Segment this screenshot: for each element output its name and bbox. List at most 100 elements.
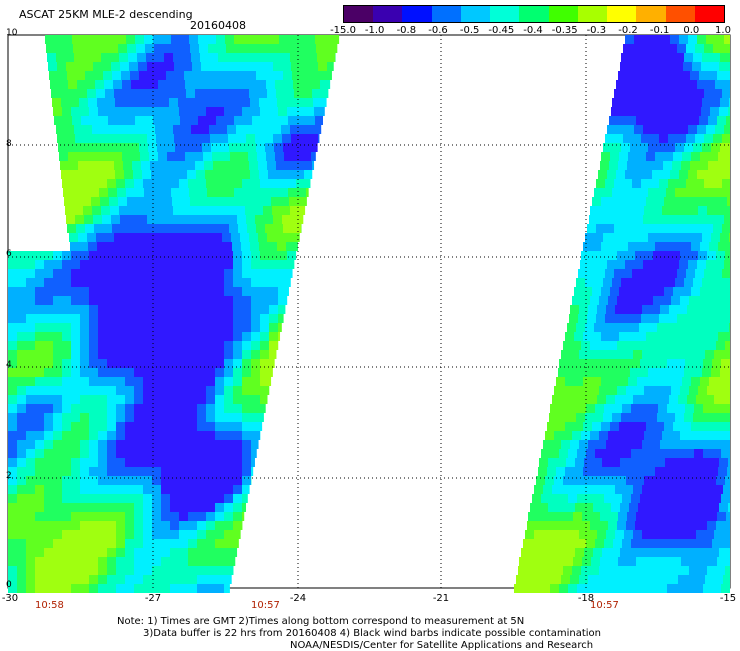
swath-cell <box>35 278 44 287</box>
swath-cell <box>44 278 53 287</box>
swath-cell <box>629 503 638 512</box>
swath-cell <box>159 161 168 170</box>
swath-cell <box>138 62 147 71</box>
swath-cell <box>215 494 224 503</box>
swath-cell <box>606 395 615 404</box>
swath-cell <box>118 44 127 53</box>
swath-cell <box>8 458 17 467</box>
swath-cell <box>728 107 730 116</box>
swath-cell <box>35 296 44 305</box>
swath-cell <box>17 287 26 296</box>
swath-cell <box>714 530 723 539</box>
swath-cell <box>133 242 142 251</box>
swath-cell <box>627 71 636 80</box>
swath-cell <box>579 575 588 584</box>
swath-cell <box>71 413 80 422</box>
swath-cell <box>697 80 706 89</box>
swath-cell <box>233 521 242 530</box>
swath-cell <box>597 485 606 494</box>
swath-cell <box>224 395 233 404</box>
swath-cell <box>601 287 610 296</box>
swath-cell <box>125 485 134 494</box>
swath-cell <box>260 107 269 116</box>
swath-cell <box>44 323 53 332</box>
swath-cell <box>100 197 109 206</box>
swath-cell <box>642 305 651 314</box>
swath-cell <box>92 206 101 215</box>
swath-cell <box>624 305 633 314</box>
swath-cell <box>699 557 708 566</box>
swath-cell <box>35 287 44 296</box>
swath-cell <box>71 449 80 458</box>
swath-cell <box>80 494 89 503</box>
swath-cell <box>605 314 614 323</box>
swath-cell <box>233 305 242 314</box>
swath-cell <box>580 260 589 269</box>
swath-cell <box>178 98 187 107</box>
swath-cell <box>62 548 71 557</box>
swath-cell <box>44 503 53 512</box>
swath-cell <box>35 314 44 323</box>
swath-cell <box>312 161 314 170</box>
swath-cell <box>692 458 701 467</box>
swath-cell <box>538 467 547 476</box>
swath-cell <box>561 395 570 404</box>
swath-cell <box>570 575 579 584</box>
swath-cell <box>566 548 575 557</box>
swath-cell <box>714 575 723 584</box>
swath-cell <box>317 125 321 134</box>
swath-cell <box>523 584 532 593</box>
swath-cell <box>646 422 655 431</box>
swath-cell <box>656 548 665 557</box>
swath-cell <box>233 404 242 413</box>
swath-cell <box>291 62 300 71</box>
swath-cell <box>259 242 268 251</box>
swath-cell <box>44 413 53 422</box>
swath-cell <box>89 251 98 260</box>
swath-cell <box>202 71 211 80</box>
swath-cell <box>604 584 613 593</box>
swath-cell <box>125 431 134 440</box>
swath-cell <box>233 107 242 116</box>
swath-cell <box>81 116 90 125</box>
swath-cell <box>689 521 698 530</box>
swath-cell <box>89 350 98 359</box>
swath-cell <box>35 494 44 503</box>
swath-cell <box>720 368 729 377</box>
swath-cell <box>26 368 35 377</box>
swath-cell <box>610 377 619 386</box>
swath-cell <box>107 341 116 350</box>
swath-cell <box>103 71 112 80</box>
swath-cell <box>215 566 224 575</box>
swath-cell <box>71 404 80 413</box>
swath-cell <box>646 152 655 161</box>
swath-cell <box>217 197 226 206</box>
swath-cell <box>260 404 266 413</box>
swath-cell <box>197 458 206 467</box>
swath-cell <box>632 269 641 278</box>
swath-cell <box>583 377 592 386</box>
swath-cell <box>98 278 107 287</box>
swath-cell <box>206 323 215 332</box>
swath-cell <box>653 566 662 575</box>
swath-cell <box>98 413 107 422</box>
swath-cell <box>679 260 688 269</box>
swath-cell <box>233 449 242 458</box>
swath-cell <box>134 179 143 188</box>
swath-cell <box>599 431 608 440</box>
swath-cell <box>683 458 692 467</box>
swath-cell <box>161 422 170 431</box>
swath-cell <box>224 494 233 503</box>
swath-cell <box>165 134 174 143</box>
swath-cell <box>691 152 700 161</box>
swath-cell <box>260 386 269 395</box>
swath-cell <box>35 449 44 458</box>
swath-cell <box>680 296 689 305</box>
swath-cell <box>678 440 687 449</box>
swath-cell <box>689 341 698 350</box>
swath-cell <box>707 386 716 395</box>
swath-cell <box>98 404 107 413</box>
swath-cell <box>653 341 662 350</box>
swath-cell <box>279 35 288 44</box>
swath-cell <box>8 278 17 287</box>
